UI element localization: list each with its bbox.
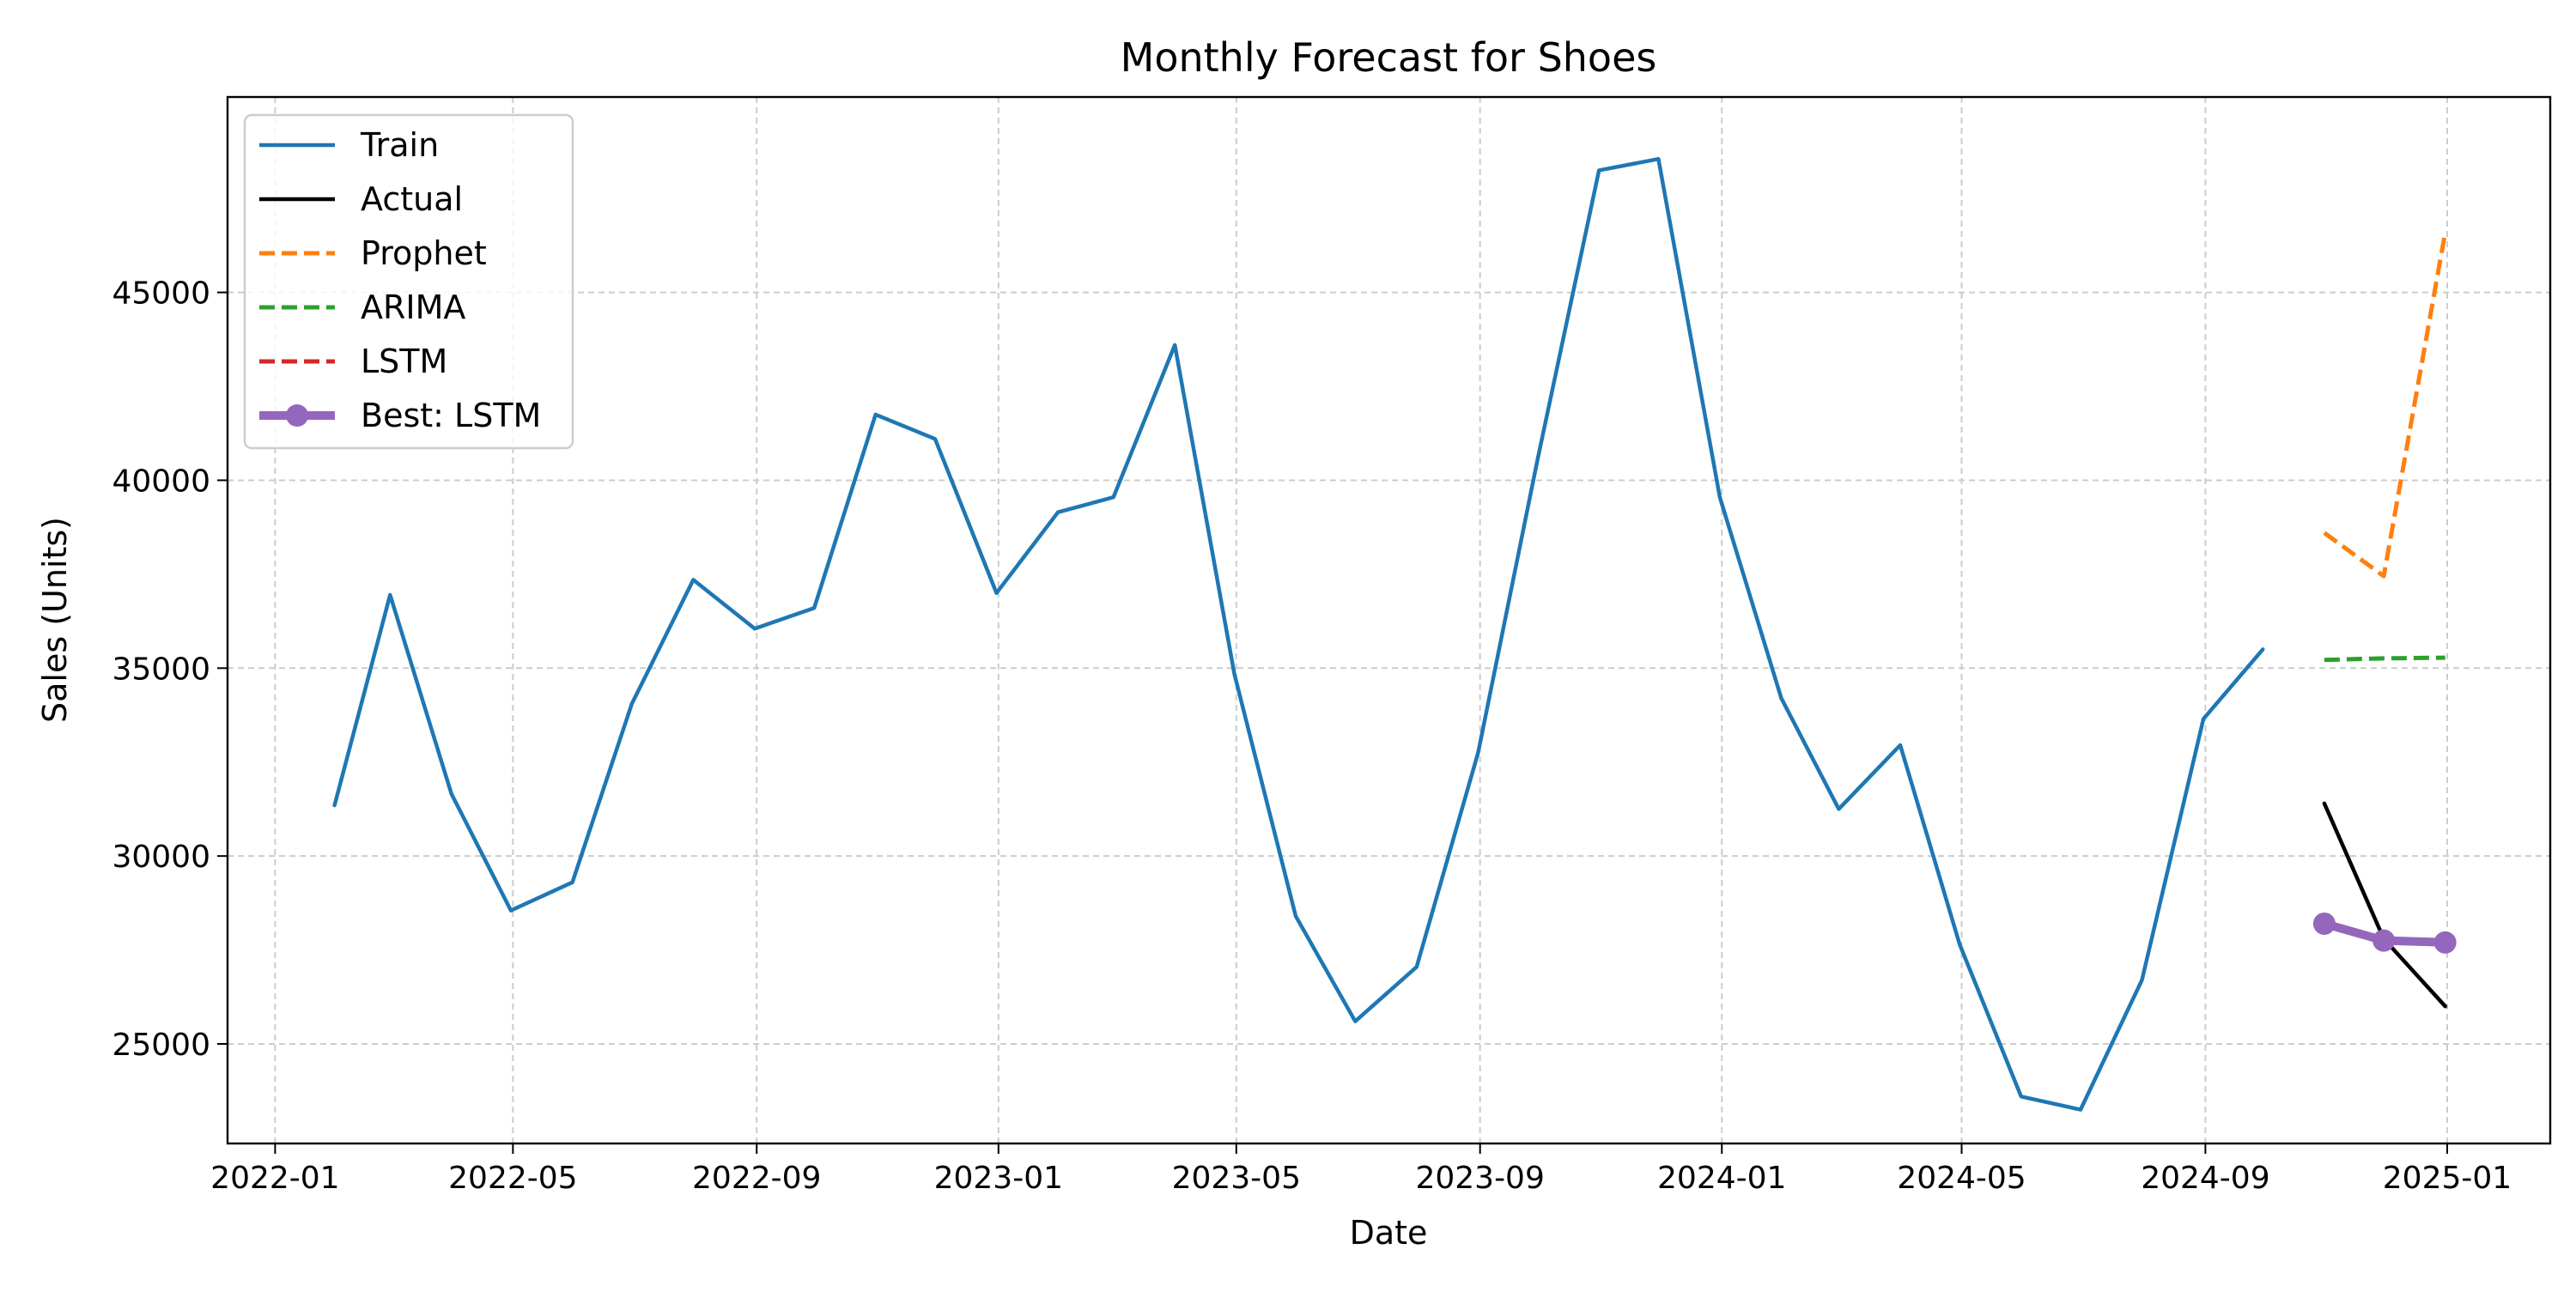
x-tick-label: 2025-01 (2383, 1161, 2512, 1196)
chart-title: Monthly Forecast for Shoes (1121, 34, 1657, 81)
x-tick-label: 2024-09 (2141, 1161, 2269, 1196)
x-tick-label: 2022-01 (210, 1161, 339, 1196)
series-line-prophet (2323, 232, 2448, 579)
x-tick-label: 2022-05 (448, 1161, 577, 1196)
x-tick-label: 2024-05 (1897, 1161, 2026, 1196)
y-tick-label: 40000 (112, 464, 210, 499)
legend-label-best-lstm: Best: LSTM (361, 397, 541, 434)
x-tick-label: 2022-09 (692, 1161, 821, 1196)
legend-label-train: Train (360, 126, 439, 164)
y-tick-label: 25000 (112, 1028, 210, 1063)
plot-frame (226, 95, 2552, 1145)
legend-label-lstm: LSTM (361, 343, 447, 380)
x-tick-label: 2023-09 (1415, 1161, 1544, 1196)
data-point-best-lstm (2312, 912, 2336, 935)
y-tick-label: 30000 (112, 840, 210, 875)
legend-label-arima: ARIMA (361, 288, 465, 326)
x-axis-label: Date (1350, 1214, 1428, 1252)
data-point-best-lstm (2372, 929, 2396, 952)
legend: Train Actual Prophet ARIMA LSTM Best: LSTM (243, 113, 574, 450)
data-point-best-lstm (2433, 931, 2457, 954)
x-tick-label: 2023-05 (1172, 1161, 1301, 1196)
legend-label-prophet: Prophet (361, 234, 487, 272)
legend-marker-best-lstm (286, 404, 308, 427)
y-tick-label: 45000 (112, 276, 210, 312)
legend-label-actual: Actual (361, 180, 463, 218)
x-tick-label: 2024-01 (1657, 1161, 1786, 1196)
y-axis-label: Sales (Units) (36, 517, 74, 723)
series-line-train (332, 156, 2265, 1112)
series-line-arima (2324, 655, 2445, 663)
y-tick-label: 35000 (112, 652, 210, 687)
x-tick-label: 2023-01 (934, 1161, 1063, 1196)
